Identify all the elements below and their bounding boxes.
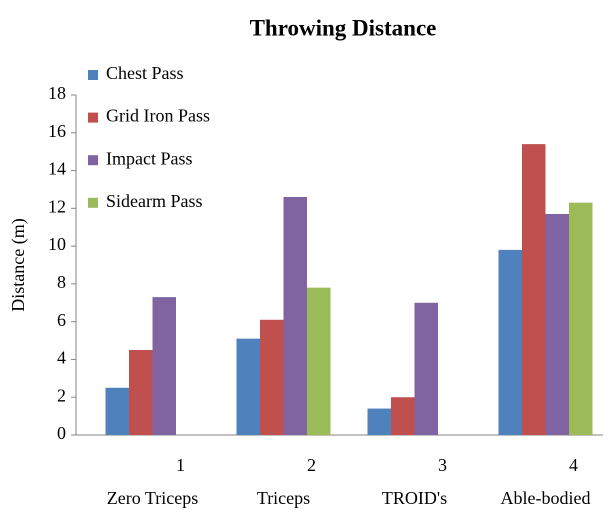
x-group-label: Able-bodied	[501, 488, 591, 508]
bar	[545, 214, 569, 435]
y-tick-label: 12	[48, 196, 66, 216]
x-group-label: TROID's	[382, 488, 447, 508]
y-tick-label: 8	[57, 272, 66, 292]
bar	[283, 197, 307, 435]
bar	[367, 408, 391, 435]
bar	[391, 397, 415, 435]
x-tick-label: 4	[569, 455, 578, 475]
x-group-label: Triceps	[257, 488, 310, 508]
bar	[152, 297, 176, 435]
legend-label: Impact Pass	[106, 148, 192, 168]
y-tick-label: 16	[48, 121, 66, 141]
legend-swatch	[88, 112, 98, 123]
bar	[307, 287, 331, 435]
y-axis-title: Distance (m)	[8, 218, 29, 311]
bar	[129, 350, 153, 435]
x-tick-label: 3	[438, 455, 447, 475]
x-group-label: Zero Triceps	[107, 488, 199, 508]
y-tick-label: 10	[48, 234, 66, 254]
bar	[498, 249, 522, 435]
legend-label: Sidearm Pass	[106, 191, 203, 211]
x-tick-label: 2	[307, 455, 316, 475]
bar	[522, 144, 546, 435]
y-tick-label: 14	[48, 159, 66, 179]
x-tick-label: 1	[176, 455, 185, 475]
y-tick-label: 2	[57, 385, 66, 405]
bar	[236, 338, 260, 435]
y-tick-label: 6	[57, 310, 66, 330]
bar	[569, 202, 593, 435]
legend-label: Chest Pass	[106, 63, 184, 83]
legend-swatch	[88, 197, 98, 208]
bar	[260, 319, 284, 435]
y-tick-label: 4	[57, 348, 66, 368]
chart-title: Throwing Distance	[250, 15, 437, 40]
legend-label: Grid Iron Pass	[106, 106, 210, 126]
legend-swatch	[88, 70, 98, 80]
legend-swatch	[88, 155, 98, 166]
y-tick-label: 0	[57, 423, 66, 443]
bar	[105, 387, 129, 435]
y-tick-label: 18	[48, 83, 66, 103]
bar	[414, 302, 438, 435]
